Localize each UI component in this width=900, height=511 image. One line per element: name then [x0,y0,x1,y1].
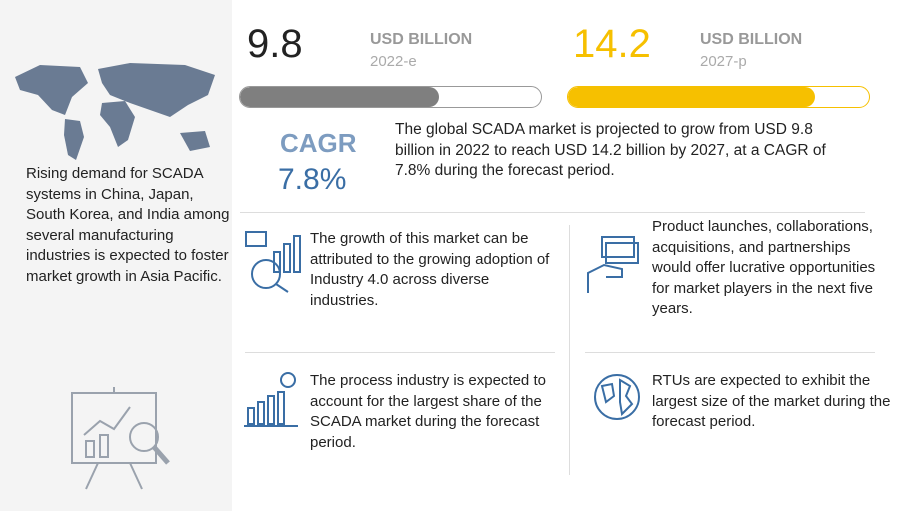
analytics-icon [71,387,170,490]
progress-bar [567,86,870,108]
divider [569,225,570,475]
insight-icon [245,231,301,293]
metric-period: 2027-p [700,53,747,70]
insight-text: The process industry is expected to acco… [310,372,546,451]
progress-fill [568,87,815,107]
insight-icon [587,236,639,293]
world-map [15,63,215,160]
metric-value: 14.2 [573,22,651,66]
divider [240,212,865,213]
insight-icon [244,372,298,427]
left-text: Rising demand for SCADA systems in China… [26,165,230,285]
insight-text: The growth of this market can be attribu… [310,230,550,309]
metric-unit: USD BILLION [370,31,473,48]
divider [585,352,875,353]
insight-icon [594,374,640,420]
summary: The global SCADA market is projected to … [395,121,826,179]
progress-fill [240,87,439,107]
cagr-value: 7.8% [278,163,347,196]
metric-value: 9.8 [247,22,303,66]
metric-period: 2022-e [370,53,417,70]
insight-text: RTUs are expected to exhibit the largest… [652,372,891,430]
insight-text: Product launches, collaborations, acquis… [652,218,876,317]
progress-bar [239,86,542,108]
divider [245,352,555,353]
cagr-label: CAGR [280,128,357,158]
metric-unit: USD BILLION [700,31,803,48]
